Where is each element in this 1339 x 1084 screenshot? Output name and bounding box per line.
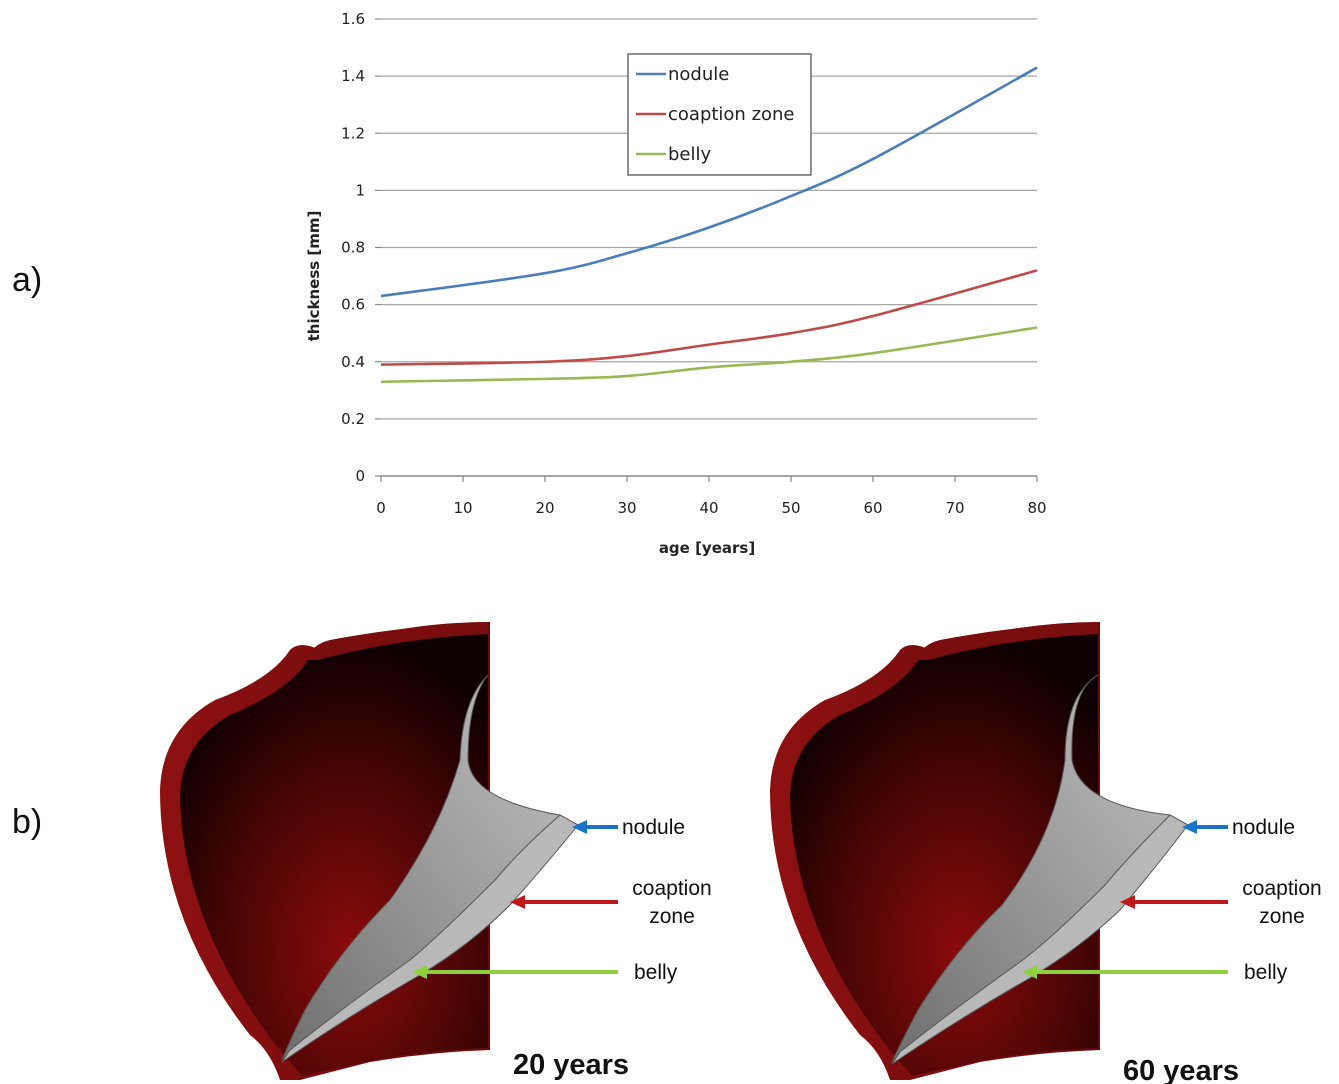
callout-arrows	[412, 820, 618, 979]
x-tick-label: 70	[945, 499, 964, 517]
series-line-nodule	[380, 66, 1038, 298]
x-tick-label: 0	[376, 499, 386, 517]
y-axis-title: thickness [mm]	[305, 211, 323, 342]
y-tick-label: 1.6	[341, 10, 365, 28]
belly-label: belly	[634, 961, 678, 984]
coaption-zone-label-line2: zone	[649, 905, 695, 928]
legend-entry: belly	[668, 144, 712, 165]
legend-entry: coaption zone	[668, 104, 795, 125]
valve-model-20-years: nodule coaption zone belly 20 years	[160, 622, 712, 1081]
nodule-label: nodule	[1232, 816, 1295, 839]
coaption-zone-arrow	[510, 895, 618, 909]
thickness-line-chart: 0 10 20 30 40 50 60 70 80 0 0.2 0.4 0.6 0.8 1 1.2 1.4 1.…	[305, 10, 1047, 557]
x-tick-label: 60	[863, 499, 882, 517]
x-tick-label: 10	[453, 499, 472, 517]
coaption-zone-label-line1: coaption	[1242, 877, 1321, 900]
x-tick-label: 30	[617, 499, 636, 517]
y-tick-label: 1.4	[341, 67, 365, 85]
panel-b-label: b)	[12, 803, 42, 841]
belly-arrow	[412, 965, 618, 979]
leaflet-edge	[281, 814, 579, 1063]
x-tick-label: 20	[535, 499, 554, 517]
aortic-wall-rim	[308, 622, 488, 660]
series-line-belly	[380, 326, 1038, 384]
nodule-arrow	[1182, 820, 1228, 834]
y-tick-label: 0.4	[341, 353, 365, 371]
legend-entry: nodule	[668, 64, 729, 85]
nodule-arrow	[572, 820, 618, 834]
age-label: 60 years	[1123, 1055, 1239, 1084]
x-tick-label: 50	[781, 499, 800, 517]
belly-label: belly	[1244, 961, 1288, 984]
valve-model-60-years: nodule coaption zone belly 60 years	[770, 622, 1322, 1084]
coaption-zone-arrow	[1120, 895, 1228, 909]
series-line-coaption-zone	[380, 269, 1038, 366]
coaption-zone-label-line2: zone	[1259, 905, 1305, 928]
y-tick-label: 0.2	[341, 410, 365, 428]
belly-arrow	[1022, 965, 1228, 979]
nodule-label: nodule	[622, 816, 685, 839]
y-tick-label: 0.6	[341, 296, 365, 314]
series-lines	[380, 66, 1038, 384]
x-axis-ticks: 0 10 20 30 40 50 60 70 80	[376, 476, 1047, 517]
y-axis-ticks: 0 0.2 0.4 0.6 0.8 1 1.2 1.4 1.6	[341, 10, 381, 485]
age-label: 20 years	[513, 1049, 629, 1081]
legend: nodule coaption zone belly	[627, 53, 812, 176]
panel-a-label: a)	[12, 261, 42, 299]
y-tick-label: 1	[355, 181, 365, 199]
leaflet-edge	[891, 814, 1189, 1065]
x-tick-label: 80	[1027, 499, 1046, 517]
coaption-zone-label-line1: coaption	[632, 877, 711, 900]
y-tick-label: 0	[355, 467, 365, 485]
callout-arrows	[1022, 820, 1228, 979]
aortic-wall-rim	[918, 622, 1098, 660]
x-axis-title: age [years]	[659, 539, 755, 557]
y-tick-label: 1.2	[341, 124, 365, 142]
x-tick-label: 40	[699, 499, 718, 517]
y-tick-label: 0.8	[341, 239, 365, 257]
